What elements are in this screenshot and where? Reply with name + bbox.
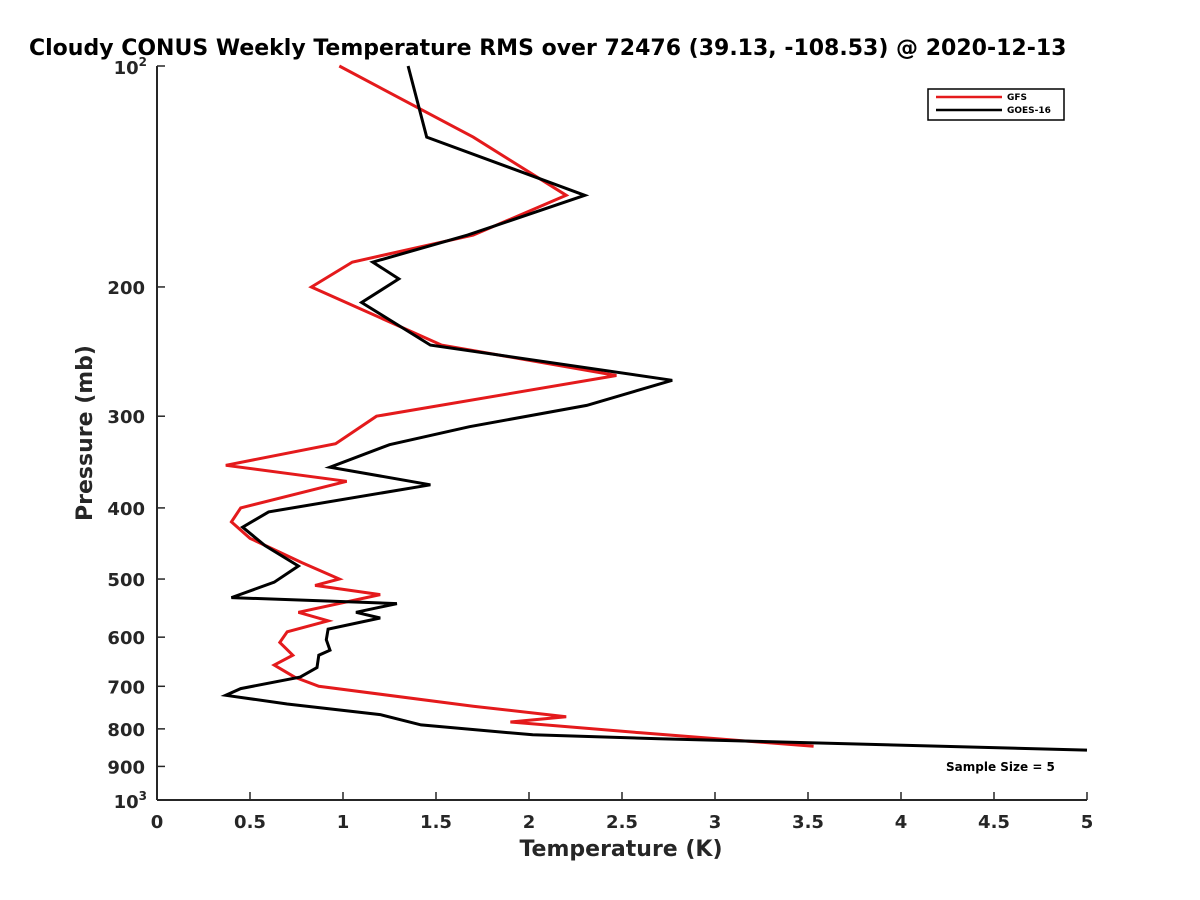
legend-label-goes16: GOES-16 xyxy=(1007,106,1051,116)
y-axis-label: Pressure (mb) xyxy=(73,345,98,521)
y-axis-ticks: 102 200 300 400 500 600 700 800 900 103 xyxy=(107,55,165,813)
x-tick-label: 4 xyxy=(895,812,908,833)
y-tick-label: 200 xyxy=(107,278,145,299)
legend: GFS GOES-16 xyxy=(927,88,1065,121)
y-tick-label: 600 xyxy=(107,628,145,649)
x-tick-label: 5 xyxy=(1081,812,1094,833)
y-tick-label: 900 xyxy=(107,757,145,778)
y-tick-label: 400 xyxy=(107,499,145,520)
x-tick-label: 0.5 xyxy=(234,812,266,833)
y-tick-label: 800 xyxy=(107,720,145,741)
x-tick-label: 0 xyxy=(151,812,164,833)
chart-title: Cloudy CONUS Weekly Temperature RMS over… xyxy=(29,36,1066,61)
y-tick-label: 500 xyxy=(107,570,145,591)
series-lines xyxy=(220,64,1088,752)
y-tick-label: 103 xyxy=(114,789,147,813)
y-tick-label: 700 xyxy=(107,677,145,698)
x-axis-ticks: 0 0.5 1 1.5 2 2.5 3 3.5 4 4.5 5 xyxy=(151,792,1094,833)
legend-box xyxy=(927,88,1065,121)
x-tick-label: 1 xyxy=(337,812,350,833)
x-axis-label: Temperature (K) xyxy=(519,837,722,862)
series-line-goes16 xyxy=(220,65,1088,752)
x-tick-label: 3.5 xyxy=(792,812,824,833)
x-tick-label: 4.5 xyxy=(978,812,1010,833)
x-tick-label: 2 xyxy=(523,812,536,833)
y-tick-label: 300 xyxy=(107,407,145,428)
plot-area xyxy=(156,66,1087,801)
sample-size-note: Sample Size = 5 xyxy=(946,760,1055,774)
x-tick-label: 1.5 xyxy=(420,812,452,833)
legend-label-gfs: GFS xyxy=(1007,93,1027,103)
x-tick-label: 2.5 xyxy=(606,812,638,833)
x-tick-label: 3 xyxy=(709,812,722,833)
series-line-gfs xyxy=(225,64,814,748)
y-tick-label: 102 xyxy=(114,55,147,79)
